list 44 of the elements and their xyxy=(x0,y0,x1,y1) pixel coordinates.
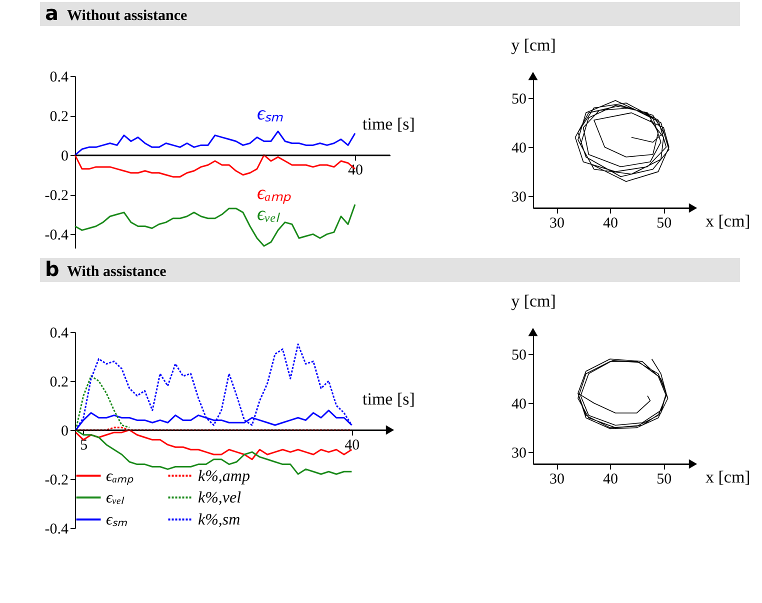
y-tick-label: 30 xyxy=(512,190,526,206)
line-series xyxy=(574,100,670,182)
text: a xyxy=(45,1,58,25)
series-label: ϵₛₘ xyxy=(257,102,284,124)
y-tick-label: 0.4 xyxy=(50,70,69,86)
x-tick-label: 40 xyxy=(603,216,618,232)
y-tick-label: 40 xyxy=(512,140,526,157)
legend-label: k%,amp xyxy=(198,468,250,485)
y-tick-label: 0.4 xyxy=(50,326,69,342)
series-label: ϵᵥₑₗ xyxy=(257,203,281,226)
x-tick-label: 30 xyxy=(550,472,565,488)
y-tick-label: 40 xyxy=(512,396,526,413)
chart-title: Without assistance xyxy=(67,8,188,24)
x-tick-label: 40 xyxy=(603,472,618,488)
x-tick-label: 30 xyxy=(550,216,565,232)
y-tick-label: 50 xyxy=(512,348,526,364)
y-axis-title: y [cm] xyxy=(511,292,556,310)
x-axis-title: time [s] xyxy=(362,390,415,408)
y-tick-label: 0 xyxy=(61,148,68,165)
legend-label: ϵₐₘₚ xyxy=(106,468,134,485)
text: b xyxy=(45,257,60,281)
x-axis-title: time [s] xyxy=(362,114,415,134)
legend-label: k%,vel xyxy=(198,490,242,506)
y-tick-label: -0.2 xyxy=(44,472,68,488)
legend-label: ϵₛₘ xyxy=(106,512,128,528)
x-tick-label: 50 xyxy=(656,472,672,488)
legend-label: ϵᵥₑₗ xyxy=(106,490,126,506)
y-tick-label: 0 xyxy=(61,424,68,440)
x-axis-title: x [cm] xyxy=(706,212,750,230)
line-series xyxy=(74,130,356,156)
y-tick-label: -0.4 xyxy=(44,522,69,538)
legend-label: k%,sm xyxy=(198,512,240,528)
y-tick-label: -0.2 xyxy=(44,188,68,204)
x-axis-title: x [cm] xyxy=(706,468,750,486)
line-series xyxy=(74,204,356,247)
chart-title: With assistance xyxy=(67,264,167,280)
y-axis-title: y [cm] xyxy=(511,36,556,54)
y-tick-label: 50 xyxy=(512,92,526,108)
y-tick-label: -0.4 xyxy=(44,228,69,244)
x-tick-label: 50 xyxy=(656,216,672,232)
series-label: ϵₐₘₚ xyxy=(257,182,292,204)
y-tick-label: 0.2 xyxy=(50,109,68,126)
line-series xyxy=(578,358,668,430)
y-tick-label: 0.2 xyxy=(50,374,68,390)
